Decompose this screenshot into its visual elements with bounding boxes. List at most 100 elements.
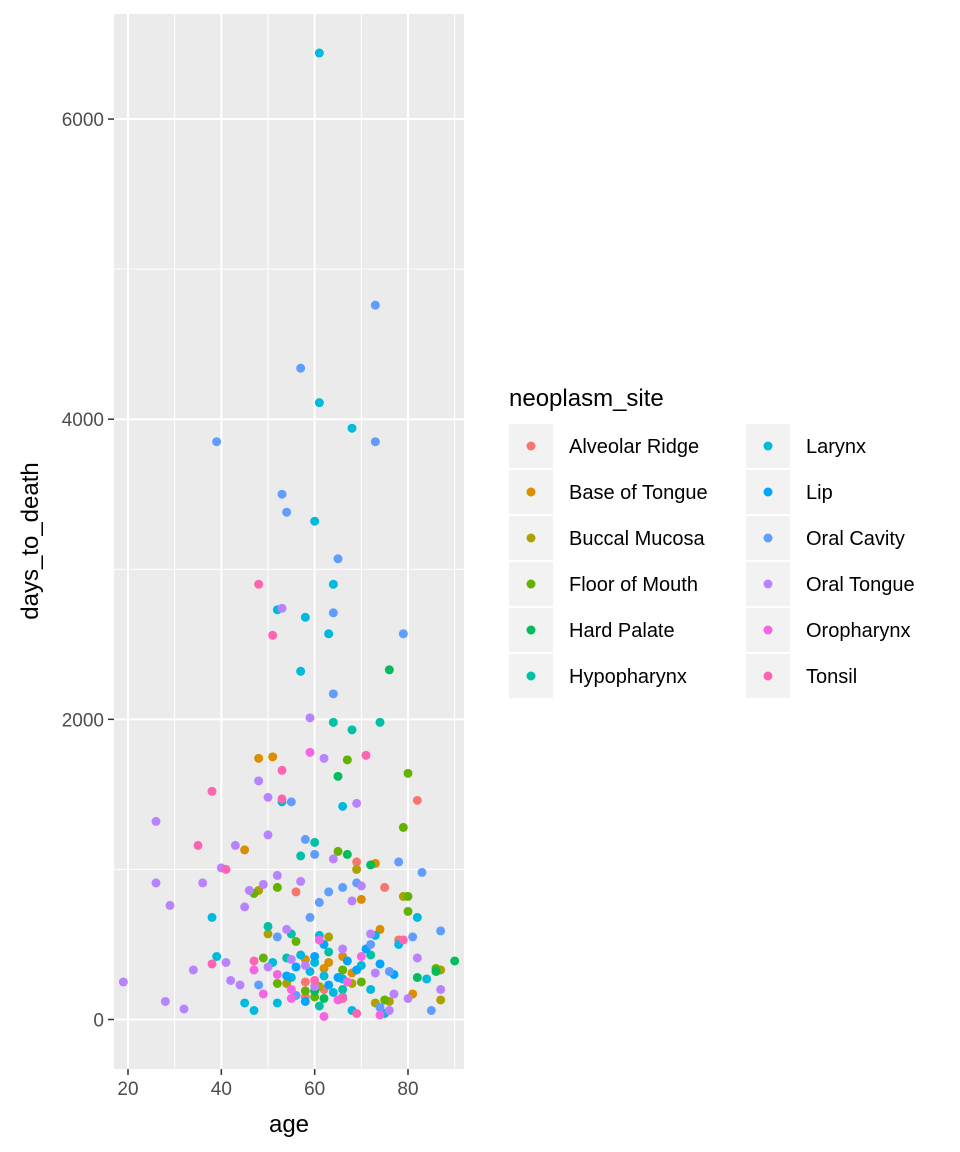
data-point: [160, 996, 170, 1006]
legend-marker: [526, 625, 536, 635]
legend-label: Buccal Mucosa: [569, 528, 705, 550]
data-point: [249, 965, 259, 975]
y-axis: 0 2000 4000 6000: [62, 110, 114, 1031]
legend-item: Oral Cavity: [746, 516, 905, 560]
legend-item: Oropharynx: [746, 608, 911, 652]
data-point: [165, 900, 175, 910]
data-point: [282, 507, 292, 517]
legend-item: Oral Tongue: [746, 562, 915, 606]
data-point: [333, 972, 343, 982]
data-point: [296, 363, 306, 373]
data-point: [338, 993, 348, 1003]
data-point: [324, 947, 334, 957]
data-point: [408, 932, 418, 942]
legend-marker: [763, 671, 773, 681]
data-point: [240, 845, 250, 855]
data-point: [403, 768, 413, 778]
data-point: [272, 870, 282, 880]
legend-item: Hard Palate: [509, 608, 675, 652]
data-point: [375, 1002, 385, 1012]
data-point: [366, 984, 376, 994]
data-point: [366, 860, 376, 870]
legend-item: Buccal Mucosa: [509, 516, 705, 560]
y-tick-label: 2000: [62, 710, 104, 731]
data-point: [324, 980, 334, 990]
data-point: [268, 630, 278, 640]
data-point: [296, 666, 306, 676]
legend-label: Hypopharynx: [569, 666, 687, 688]
data-point: [277, 765, 287, 775]
data-point: [305, 747, 315, 757]
legend-item: Tonsil: [746, 654, 857, 698]
data-point: [272, 998, 282, 1008]
data-point: [305, 912, 315, 922]
data-point: [380, 882, 390, 892]
data-point: [403, 993, 413, 1003]
data-point: [328, 579, 338, 589]
data-point: [235, 980, 245, 990]
data-point: [272, 882, 282, 892]
data-point: [314, 897, 324, 907]
data-point: [347, 423, 357, 433]
data-point: [338, 984, 348, 994]
data-point: [263, 929, 273, 939]
data-point: [333, 771, 343, 781]
series-oral-cavity: [212, 300, 446, 1015]
data-point: [179, 1004, 189, 1014]
legend-label: Oral Cavity: [806, 528, 905, 550]
data-point: [258, 953, 268, 963]
data-point: [352, 965, 362, 975]
data-point: [436, 984, 446, 994]
data-point: [380, 995, 390, 1005]
data-point: [300, 612, 310, 622]
data-point: [328, 689, 338, 699]
data-point: [338, 965, 348, 975]
legend-item: Lip: [746, 470, 833, 514]
data-point: [338, 944, 348, 954]
data-point: [370, 300, 380, 310]
data-point: [249, 1005, 259, 1015]
series-hypopharynx: [263, 717, 385, 1011]
data-point: [412, 972, 422, 982]
data-point: [412, 953, 422, 963]
data-point: [286, 797, 296, 807]
legend-label: Oral Tongue: [806, 574, 915, 596]
data-point: [375, 1010, 385, 1020]
series-hard-palate: [310, 665, 460, 1003]
data-point: [352, 1008, 362, 1018]
data-points: [118, 48, 460, 1021]
data-point: [286, 984, 296, 994]
data-point: [436, 926, 446, 936]
legend-label: Alveolar Ridge: [569, 436, 699, 458]
data-point: [188, 965, 198, 975]
data-point: [356, 894, 366, 904]
data-point: [319, 971, 329, 981]
data-point: [151, 878, 161, 888]
data-point: [282, 971, 292, 981]
legend-marker: [763, 625, 773, 635]
data-point: [356, 881, 366, 891]
data-point: [352, 798, 362, 808]
data-point: [254, 753, 264, 763]
data-point: [394, 857, 404, 867]
data-point: [361, 750, 371, 760]
data-point: [398, 935, 408, 945]
data-point: [417, 867, 427, 877]
data-point: [338, 882, 348, 892]
data-point: [328, 854, 338, 864]
data-point: [314, 935, 324, 945]
data-point: [333, 554, 343, 564]
y-axis-title: days_to_death: [17, 462, 44, 619]
y-tick-label: 4000: [62, 410, 104, 431]
data-point: [319, 1011, 329, 1021]
legend-label: Hard Palate: [569, 620, 675, 642]
data-point: [450, 956, 460, 966]
data-point: [212, 951, 222, 961]
data-point: [272, 978, 282, 988]
data-point: [291, 887, 301, 897]
legend-label: Floor of Mouth: [569, 574, 698, 596]
data-point: [347, 896, 357, 906]
data-point: [300, 977, 310, 987]
x-axis-title: age: [269, 1111, 309, 1138]
data-point: [263, 830, 273, 840]
